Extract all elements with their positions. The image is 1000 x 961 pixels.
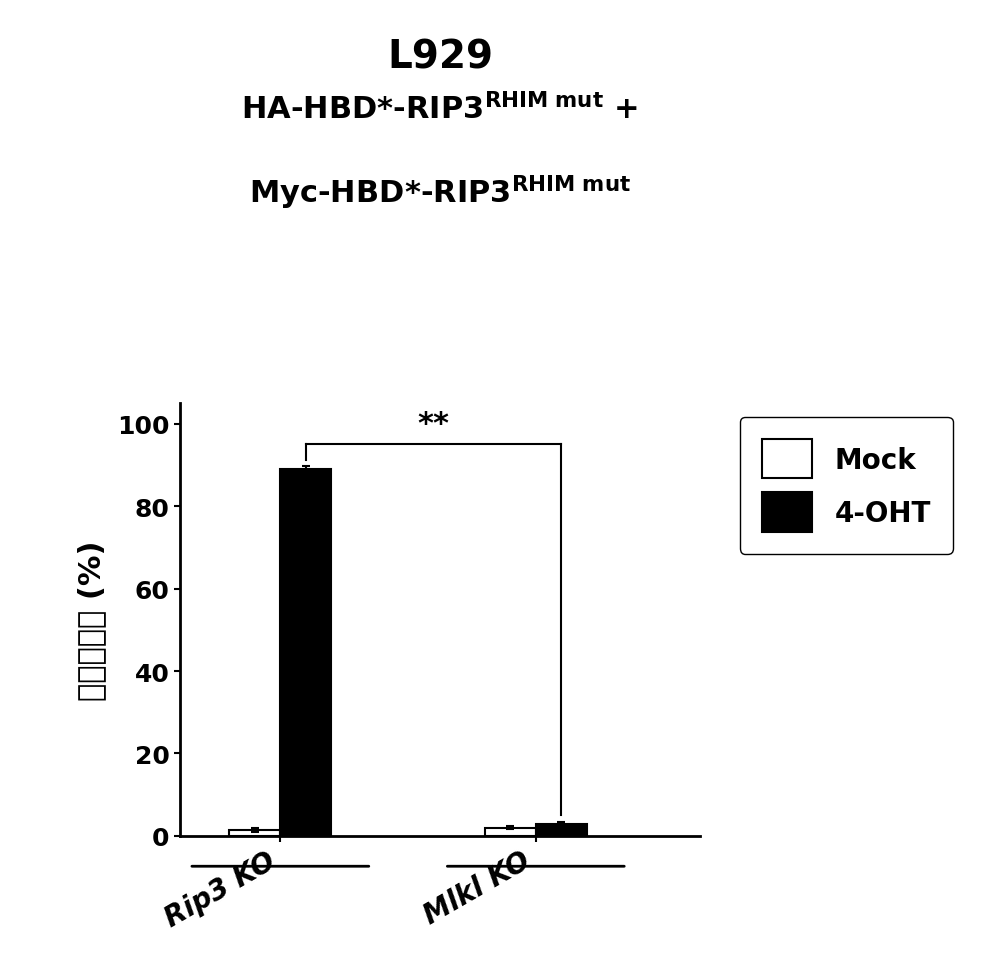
Y-axis label: 细胞死亡率 (%): 细胞死亡率 (%): [77, 540, 106, 700]
Bar: [280, 470, 331, 836]
Legend: Mock, 4-OHT: Mock, 4-OHT: [740, 417, 953, 554]
Bar: [485, 827, 536, 836]
Bar: [229, 830, 280, 836]
Text: L929: L929: [387, 38, 493, 77]
Text: Myc-HBD*-RIP3$\mathbf{^{RHIM\ mut}}$: Myc-HBD*-RIP3$\mathbf{^{RHIM\ mut}}$: [249, 173, 631, 211]
Text: HA-HBD*-RIP3$\mathbf{^{RHIM\ mut}}$ +: HA-HBD*-RIP3$\mathbf{^{RHIM\ mut}}$ +: [241, 92, 639, 125]
Bar: [536, 824, 587, 836]
Text: **: **: [418, 409, 450, 438]
